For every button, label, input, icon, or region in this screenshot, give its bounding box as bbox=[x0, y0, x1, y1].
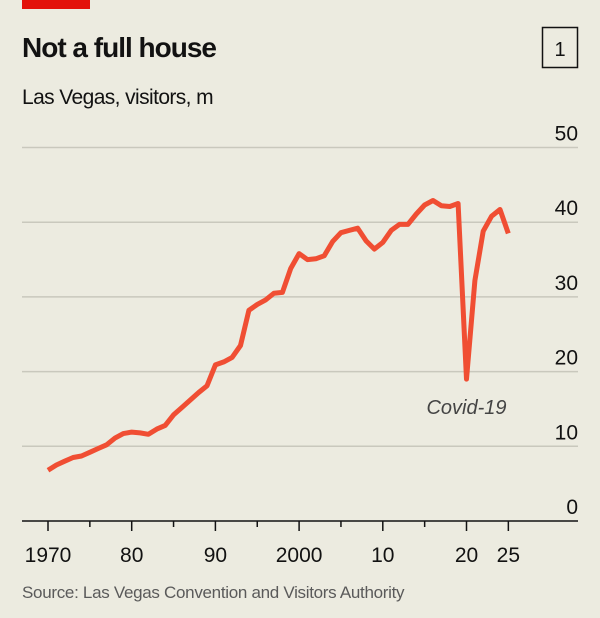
y-tick-label: 40 bbox=[555, 197, 578, 220]
x-tick-label: 10 bbox=[371, 544, 394, 567]
series-line bbox=[46, 198, 511, 473]
x-tick-label: 90 bbox=[204, 544, 227, 567]
chart-number-box bbox=[541, 26, 579, 69]
chart-title: Not a full house bbox=[22, 32, 216, 63]
y-tick-label: 30 bbox=[555, 272, 578, 295]
y-tick-label: 20 bbox=[555, 347, 578, 370]
accent-bar bbox=[22, 0, 90, 9]
chart-number: 1 bbox=[554, 39, 565, 61]
source-note: Source: Las Vegas Convention and Visitor… bbox=[22, 583, 405, 602]
y-tick-label: 10 bbox=[555, 421, 578, 444]
chart-subtitle: Las Vegas, visitors, m bbox=[22, 86, 213, 109]
x-tick-label: 25 bbox=[497, 544, 520, 567]
x-tick-label: 80 bbox=[120, 544, 143, 567]
x-tick-label: 2000 bbox=[276, 544, 323, 567]
x-tick-label: 1970 bbox=[25, 544, 72, 567]
y-tick-label: 0 bbox=[566, 496, 578, 519]
x-tick-label: 20 bbox=[455, 544, 478, 567]
annotation-label: Covid-19 bbox=[426, 397, 506, 419]
y-tick-label: 50 bbox=[555, 123, 578, 146]
